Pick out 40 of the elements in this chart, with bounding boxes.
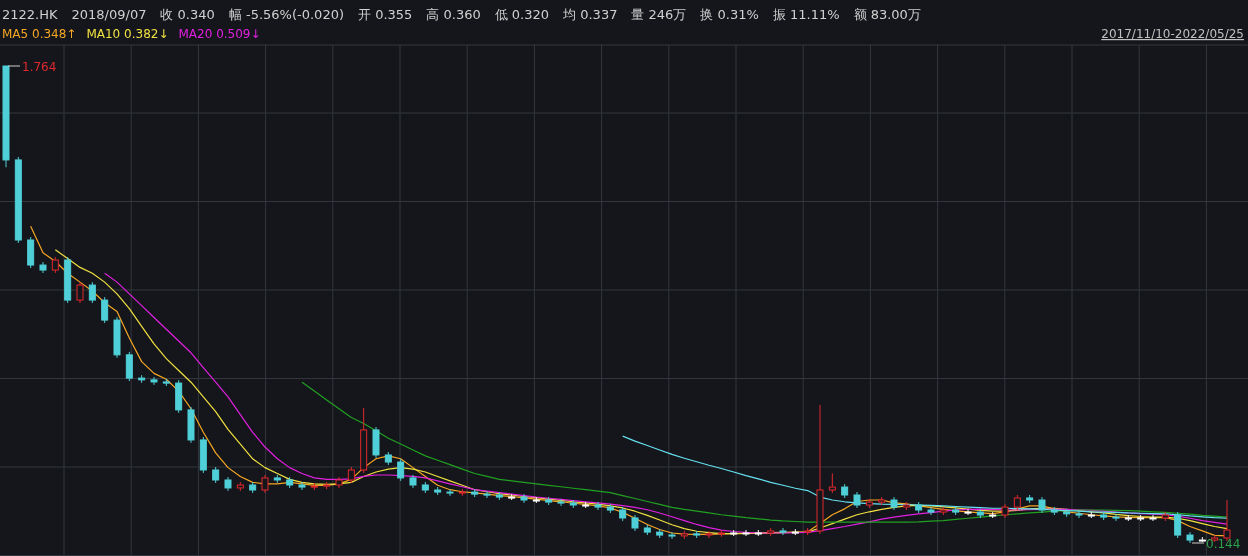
- candlestick: [298, 481, 306, 491]
- text: 开 0.355: [358, 7, 413, 22]
- candlestick: [88, 281, 96, 304]
- candlestick: [150, 376, 158, 386]
- chart-title: 2122.HK: [2, 7, 58, 22]
- candlestick: [557, 498, 565, 507]
- candlestick: [446, 488, 454, 497]
- candlestick: [668, 531, 676, 540]
- text: 额 83.00万: [853, 7, 921, 22]
- annotation: 1.764: [22, 60, 57, 74]
- text: MA20 0.509↓: [178, 27, 261, 41]
- text: 换 0.31%: [700, 7, 759, 22]
- candlestick: [397, 458, 405, 482]
- candlestick: [1174, 511, 1182, 539]
- candlestick: [927, 506, 935, 516]
- candlestick: [1112, 513, 1120, 522]
- candlestick: [76, 281, 84, 304]
- text: 2018/09/07: [71, 7, 147, 22]
- candlestick: [705, 530, 713, 539]
- candlestick: [1149, 514, 1157, 522]
- candlestick: [828, 473, 836, 494]
- text: MA5 0.348↑: [2, 27, 77, 41]
- annotation: 0.144: [1206, 537, 1241, 551]
- text: 量 246万: [631, 7, 687, 22]
- candlestick: [1075, 510, 1083, 519]
- candlestick: [483, 490, 491, 499]
- candlestick: [594, 501, 602, 511]
- text: 振 11.11%: [772, 7, 840, 22]
- candlestick: [742, 529, 750, 537]
- candlestick: [125, 351, 133, 382]
- text: 收 0.340: [160, 7, 215, 22]
- text: 低 0.320: [494, 7, 550, 22]
- text: 幅 -5.56%(-0.020): [228, 7, 344, 22]
- candlestick: [779, 527, 787, 536]
- text: 2017/11/10-2022/05/25: [1101, 27, 1244, 41]
- candlestick: [101, 296, 109, 324]
- text: 均 0.337: [562, 7, 618, 22]
- text: MA10 0.382↓: [86, 27, 169, 41]
- candlestick: [964, 508, 972, 516]
- text: 高 0.360: [426, 7, 481, 22]
